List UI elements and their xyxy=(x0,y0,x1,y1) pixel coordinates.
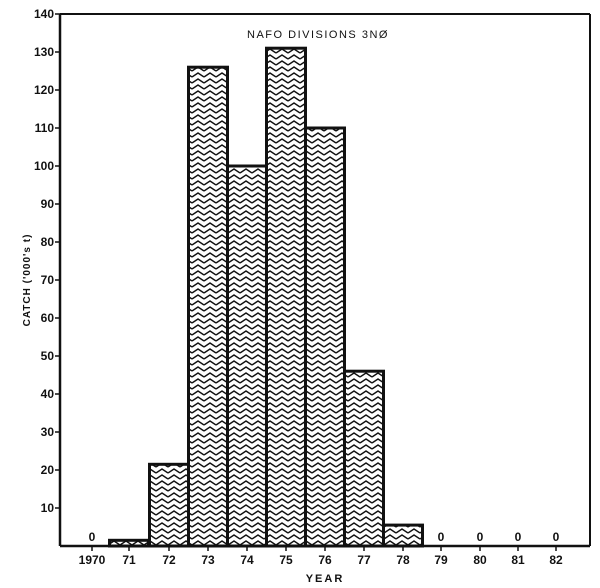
x-tick-label: 77 xyxy=(357,553,371,567)
x-tick-label: 79 xyxy=(434,553,448,567)
y-tick-label: 30 xyxy=(41,425,55,439)
zero-marker: 0 xyxy=(477,530,484,544)
zero-marker: 0 xyxy=(89,530,96,544)
y-tick-label: 40 xyxy=(41,387,55,401)
bar-75 xyxy=(265,46,307,548)
x-tick-label: 72 xyxy=(162,553,176,567)
y-tick-label: 20 xyxy=(41,463,55,477)
y-tick-label: 50 xyxy=(41,349,55,363)
x-tick-label: 82 xyxy=(549,553,563,567)
y-tick-label: 120 xyxy=(34,83,54,97)
bar-72 xyxy=(148,462,190,548)
y-tick-label: 90 xyxy=(41,197,55,211)
y-tick-label: 110 xyxy=(35,121,55,135)
y-tick-label: 80 xyxy=(41,235,55,249)
x-tick-label: 73 xyxy=(201,553,215,567)
bar-77 xyxy=(343,369,385,548)
y-tick-label: 60 xyxy=(41,311,55,325)
x-tick-label: 78 xyxy=(396,553,410,567)
y-axis-label: CATCH ('000's t) xyxy=(22,234,33,327)
bar-74 xyxy=(226,164,268,548)
x-tick-label: 80 xyxy=(473,553,487,567)
y-tick-label: 10 xyxy=(41,501,55,515)
y-axis: 10 20 30 40 50 60 70 80 90 100 110 120 130 140 xyxy=(34,7,62,546)
x-tick-label: 74 xyxy=(240,553,254,567)
bars: 0 0 0 0 0 xyxy=(89,46,560,548)
bar-73 xyxy=(187,65,229,548)
x-tick-label: 71 xyxy=(122,553,136,567)
y-tick-label: 70 xyxy=(41,273,55,287)
y-tick-label: 140 xyxy=(34,7,54,21)
zero-marker: 0 xyxy=(515,530,522,544)
x-axis: 1970 71 72 73 74 75 76 77 78 79 80 81 82 xyxy=(60,544,590,567)
y-tick-label: 130 xyxy=(34,45,54,59)
x-tick-label: 81 xyxy=(511,553,525,567)
chart-title: NAFO DIVISIONS 3NØ xyxy=(247,29,389,41)
zero-marker: 0 xyxy=(438,530,445,544)
x-tick-label: 1970 xyxy=(79,553,106,567)
y-tick-label: 100 xyxy=(34,159,54,173)
bar-76 xyxy=(304,126,346,548)
x-tick-label: 76 xyxy=(318,553,332,567)
x-axis-label: YEAR xyxy=(306,573,345,585)
zero-marker: 0 xyxy=(553,530,560,544)
plot-frame xyxy=(60,13,591,546)
x-tick-label: 75 xyxy=(279,553,293,567)
bar-78 xyxy=(382,523,424,548)
